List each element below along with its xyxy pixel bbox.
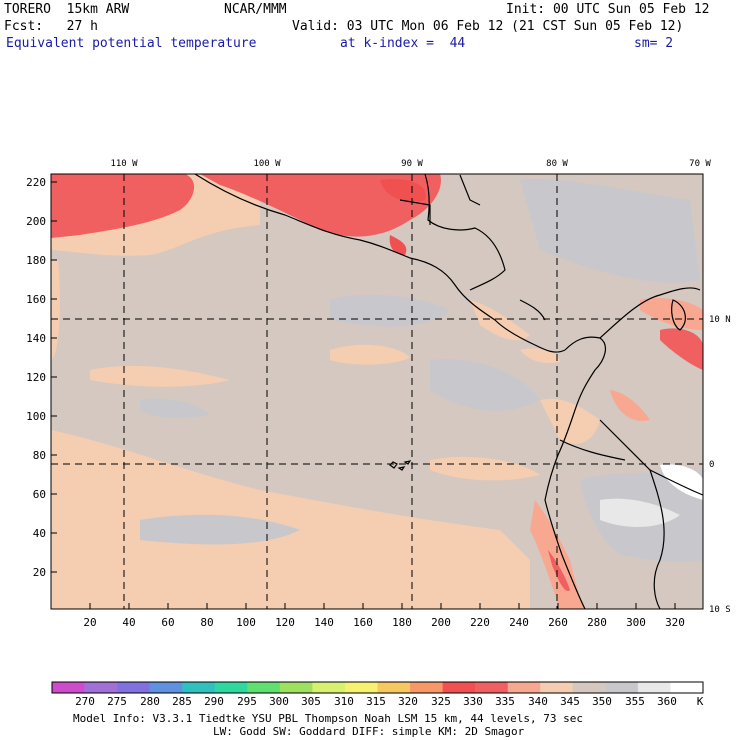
colorbar-swatch xyxy=(214,682,248,693)
latlon-grid xyxy=(51,174,703,609)
colorbar-swatch xyxy=(410,682,443,693)
level-info: at k-index = 44 xyxy=(340,36,466,51)
colorbar-swatch xyxy=(117,682,150,693)
footer-physics-info: LW: Godd SW: Goddard DIFF: simple KM: 2D… xyxy=(213,725,525,738)
x-tick-label: 120 xyxy=(275,616,295,629)
y-tick-label: 200 xyxy=(26,215,46,228)
colorbar-label: 285 xyxy=(172,695,192,708)
lon-label: 110 W xyxy=(110,159,138,169)
colorbar-swatch xyxy=(182,682,216,693)
lon-label: 70 W xyxy=(689,159,711,169)
y-tick-label: 120 xyxy=(26,371,46,384)
valid-time: Valid: 03 UTC Mon 06 Feb 12 (21 CST Sun … xyxy=(292,19,684,34)
x-tick-label: 220 xyxy=(470,616,490,629)
lon-label: 100 W xyxy=(253,159,281,169)
x-tick-label: 140 xyxy=(314,616,334,629)
center-title: NCAR/MMM xyxy=(224,2,287,17)
colorbar-label: 320 xyxy=(398,695,418,708)
x-tick-label: 80 xyxy=(200,616,213,629)
y-tick-label: 40 xyxy=(33,527,46,540)
lat-label: 10 N xyxy=(709,315,731,325)
x-tick-label: 160 xyxy=(353,616,373,629)
x-tick-label: 320 xyxy=(665,616,685,629)
colorbar-label: 310 xyxy=(334,695,354,708)
colorbar-swatch xyxy=(670,682,704,693)
y-tick-label: 160 xyxy=(26,293,46,306)
colorbar-frame xyxy=(51,681,704,694)
colorbar-label: 350 xyxy=(592,695,612,708)
colorbar-swatch xyxy=(52,682,85,693)
colorbar-swatch xyxy=(312,682,346,693)
colorbar-label: 345 xyxy=(560,695,580,708)
colorbar-swatch xyxy=(84,682,118,693)
colorbar-label: 330 xyxy=(463,695,483,708)
x-tick-label: 260 xyxy=(548,616,568,629)
model-title: TORERO 15km ARW xyxy=(4,2,130,17)
x-tick-label: 100 xyxy=(236,616,256,629)
colorbar-label: 340 xyxy=(528,695,548,708)
x-tick-label: 40 xyxy=(122,616,135,629)
colorbar-label: 315 xyxy=(366,695,386,708)
colorbar-label: 355 xyxy=(625,695,645,708)
forecast-hour: Fcst: 27 h xyxy=(4,19,98,34)
x-tick-label: 20 xyxy=(83,616,96,629)
lon-label: 90 W xyxy=(401,159,423,169)
smoothing-info: sm= 2 xyxy=(634,36,674,51)
colorbar-labels: 270 275 280 285 290 295 300 305 310 315 … xyxy=(75,695,704,708)
plot-frame xyxy=(50,173,704,610)
coastlines xyxy=(194,174,703,609)
lat-label: 10 S xyxy=(709,605,731,615)
colorbar-label: 300 xyxy=(269,695,289,708)
colorbar-label: 325 xyxy=(431,695,451,708)
colorbar-label: 305 xyxy=(301,695,321,708)
colorbar-label: 280 xyxy=(140,695,160,708)
colorbar-label: 270 xyxy=(75,695,95,708)
x-tick-label: 180 xyxy=(392,616,412,629)
y-tick-label: 140 xyxy=(26,332,46,345)
colorbar-label: 275 xyxy=(107,695,127,708)
colorbar-swatch xyxy=(247,682,281,693)
lon-label: 80 W xyxy=(546,159,568,169)
colorbar-swatch xyxy=(475,682,508,693)
init-time: Init: 00 UTC Sun 05 Feb 12 xyxy=(506,2,710,17)
y-tick-label: 60 xyxy=(33,488,46,501)
axis-ticks xyxy=(51,181,676,609)
y-tick-label: 100 xyxy=(26,410,46,423)
y-tick-label: 80 xyxy=(33,449,46,462)
x-tick-label: 200 xyxy=(431,616,451,629)
colorbar-swatch xyxy=(507,682,541,693)
y-tick-label: 20 xyxy=(33,566,46,579)
theta-e-field xyxy=(51,174,703,609)
colorbar-swatch xyxy=(442,682,476,693)
colorbar-swatch xyxy=(605,682,639,693)
colorbar-swatch xyxy=(279,682,313,693)
y-tick-label: 180 xyxy=(26,254,46,267)
footer-model-info: Model Info: V3.3.1 Tiedtke YSU PBL Thomp… xyxy=(73,712,583,725)
colorbar-swatch xyxy=(377,682,411,693)
x-tick-label: 280 xyxy=(587,616,607,629)
colorbar-label: 360 xyxy=(657,695,677,708)
x-tick-label: 300 xyxy=(626,616,646,629)
y-tick-label: 220 xyxy=(26,176,46,189)
colorbar xyxy=(51,681,704,694)
colorbar-swatch xyxy=(344,682,378,693)
colorbar-label: 335 xyxy=(495,695,515,708)
colorbar-swatch xyxy=(149,682,183,693)
colorbar-label: 295 xyxy=(237,695,257,708)
x-tick-label: 240 xyxy=(509,616,529,629)
colorbar-label: 290 xyxy=(204,695,224,708)
lat-label: 0 xyxy=(709,460,714,470)
field-name: Equivalent potential temperature xyxy=(6,36,257,51)
colorbar-unit: K xyxy=(697,695,704,708)
x-tick-label: 60 xyxy=(161,616,174,629)
colorbar-swatch xyxy=(572,682,606,693)
colorbar-swatch xyxy=(637,682,671,693)
colorbar-swatch xyxy=(540,682,574,693)
